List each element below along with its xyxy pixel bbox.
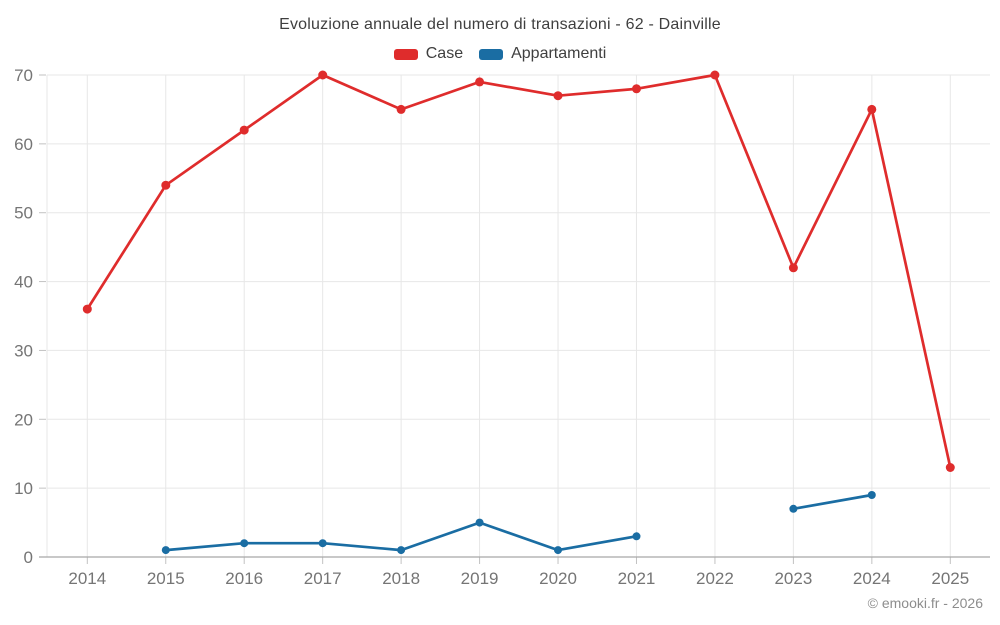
- legend-label-appartamenti: Appartamenti: [511, 45, 607, 62]
- y-axis-label: 60: [14, 135, 33, 154]
- point-appartamenti-2018[interactable]: [397, 546, 406, 555]
- x-axis-label: 2017: [304, 569, 342, 588]
- point-appartamenti-2015[interactable]: [161, 546, 170, 555]
- y-axis-label: 10: [14, 479, 33, 498]
- legend-item-case[interactable]: Case: [393, 45, 464, 63]
- legend-item-appartamenti[interactable]: Appartamenti: [479, 45, 606, 63]
- y-axis-label: 40: [14, 273, 33, 292]
- x-axis-label: 2024: [853, 569, 891, 588]
- point-case-2024[interactable]: [867, 104, 877, 114]
- point-appartamenti-2023[interactable]: [789, 504, 798, 513]
- point-case-2018[interactable]: [396, 104, 406, 114]
- x-axis-label: 2015: [147, 569, 185, 588]
- series-line-case: [85, 73, 952, 469]
- point-case-2016[interactable]: [239, 125, 249, 135]
- copyright-text: © emooki.fr - 2026: [867, 595, 983, 611]
- x-axis-label: 2014: [68, 569, 106, 588]
- x-axis-label: 2019: [461, 569, 499, 588]
- point-case-2025[interactable]: [945, 463, 955, 472]
- chart-title: Evoluzione annuale del numero di transaz…: [279, 16, 721, 33]
- y-axis-label: 30: [14, 341, 33, 360]
- point-case-2014[interactable]: [82, 304, 92, 314]
- point-case-2021[interactable]: [632, 84, 641, 94]
- series-line-appartamenti: [164, 493, 874, 552]
- point-appartamenti-2016[interactable]: [240, 539, 249, 548]
- point-appartamenti-2017[interactable]: [318, 539, 327, 548]
- x-axis-label: 2018: [382, 569, 420, 588]
- point-case-2019[interactable]: [475, 77, 485, 87]
- point-appartamenti-2024[interactable]: [867, 491, 876, 499]
- legend-label-case: Case: [425, 45, 464, 62]
- point-appartamenti-2021[interactable]: [632, 532, 641, 541]
- x-axis-label: 2022: [696, 569, 734, 588]
- point-case-2022[interactable]: [710, 70, 720, 80]
- point-appartamenti-2020[interactable]: [554, 546, 562, 555]
- y-axis-label: 50: [14, 204, 33, 223]
- legend-swatch-case-icon: [393, 48, 418, 60]
- chart-legend: Case Appartamenti: [0, 45, 1000, 63]
- point-case-2017[interactable]: [318, 70, 328, 80]
- y-axis-label: 20: [14, 410, 33, 429]
- point-case-2020[interactable]: [553, 91, 563, 101]
- x-axis-label: 2025: [931, 569, 969, 588]
- x-axis-label: 2023: [774, 569, 812, 588]
- y-axis-label: 0: [24, 548, 33, 567]
- x-axis-label: 2020: [539, 569, 577, 588]
- x-axis-label: 2016: [225, 569, 263, 588]
- legend-swatch-appartamenti-icon: [479, 48, 504, 60]
- point-case-2023[interactable]: [788, 263, 798, 273]
- x-axis-label: 2021: [618, 569, 656, 588]
- point-case-2015[interactable]: [161, 180, 171, 190]
- y-axis-label: 70: [14, 66, 33, 85]
- point-appartamenti-2019[interactable]: [475, 518, 484, 527]
